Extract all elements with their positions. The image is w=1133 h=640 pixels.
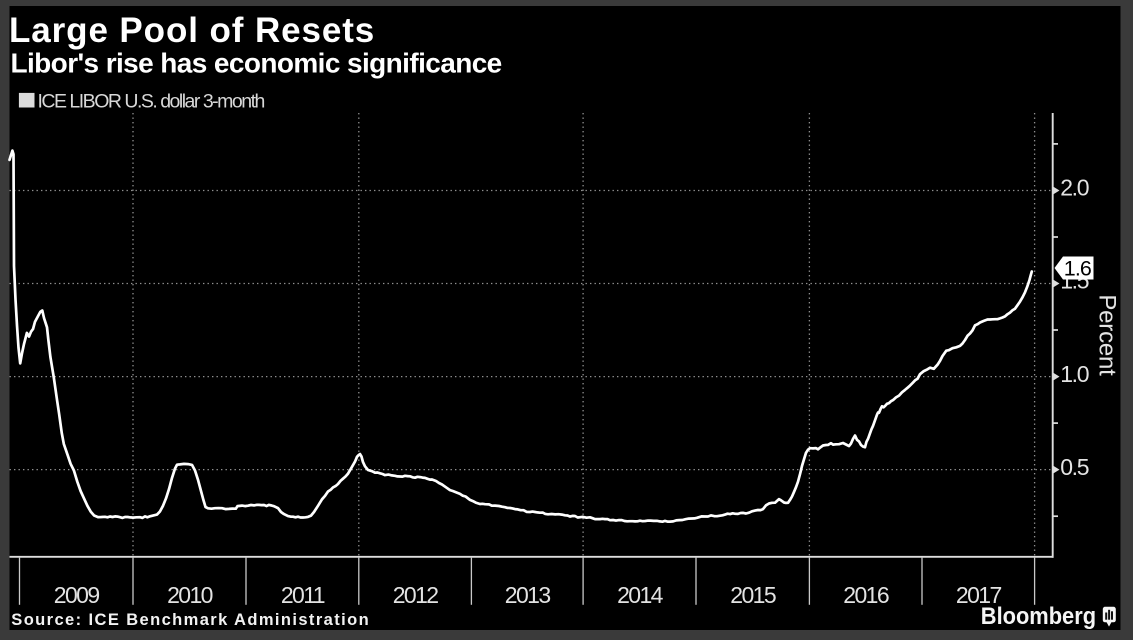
svg-text:1.6: 1.6 [1064, 257, 1092, 281]
svg-text:0.5: 0.5 [1060, 454, 1089, 480]
svg-text:2015: 2015 [730, 582, 776, 608]
svg-text:Percent: Percent [1094, 294, 1121, 376]
svg-text:2009: 2009 [54, 582, 100, 608]
svg-text:1.0: 1.0 [1060, 361, 1089, 387]
svg-text:2017: 2017 [956, 582, 1002, 608]
svg-text:2014: 2014 [617, 582, 664, 608]
svg-text:2.0: 2.0 [1060, 175, 1089, 201]
svg-text:2012: 2012 [393, 582, 439, 608]
svg-text:2010: 2010 [167, 582, 213, 608]
svg-text:ICE LIBOR U.S. dollar 3-month: ICE LIBOR U.S. dollar 3-month [38, 91, 265, 113]
svg-text:2011: 2011 [281, 582, 325, 608]
svg-text:2013: 2013 [505, 582, 551, 608]
svg-text:Source: ICE Benchmark Administ: Source: ICE Benchmark Administration [11, 611, 370, 629]
svg-text:2016: 2016 [843, 582, 889, 608]
svg-text:Large Pool of Resets: Large Pool of Resets [9, 11, 375, 50]
svg-text:Bloomberg: Bloomberg [981, 602, 1096, 629]
svg-text:Libor's rise has economic sign: Libor's rise has economic significance [11, 48, 502, 79]
